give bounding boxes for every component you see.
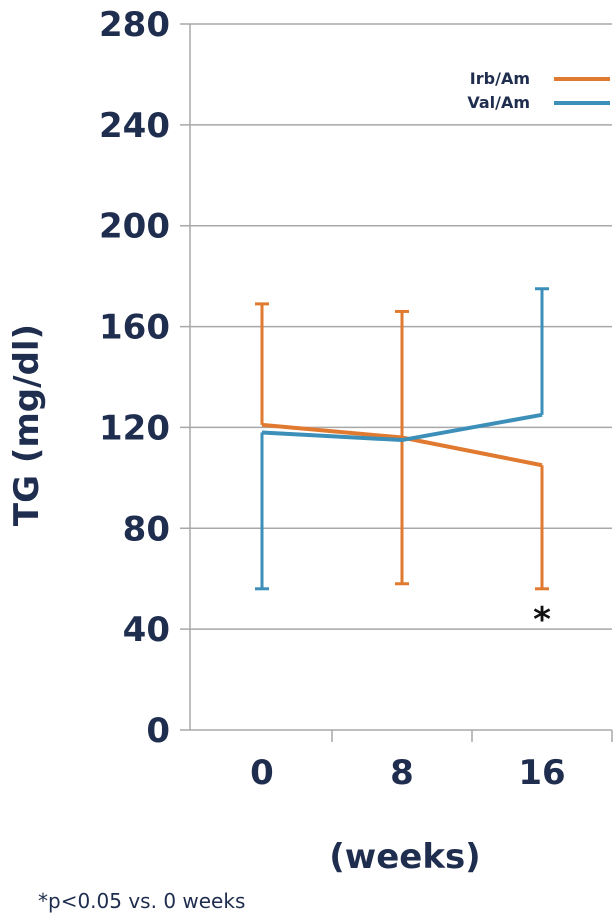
legend: Irb/Am Val/Am — [467, 69, 610, 112]
x-tick-label: 8 — [390, 753, 414, 793]
y-tick-label: 40 — [123, 610, 170, 650]
series-group — [255, 287, 549, 591]
legend-label: Val/Am — [467, 93, 530, 112]
gridlines — [180, 23, 612, 731]
y-tick-label: 0 — [146, 711, 170, 751]
y-tick-label: 200 — [99, 207, 170, 247]
series-line — [261, 422, 543, 468]
y-axis-ticks: 0 40 80 120 160 200 240 280 — [99, 5, 170, 751]
y-tick-label: 280 — [99, 5, 170, 45]
series-irb-am — [255, 302, 549, 591]
y-tick-label: 120 — [99, 408, 170, 448]
series-val-am — [255, 287, 549, 591]
legend-label: Irb/Am — [470, 69, 530, 88]
x-axis-title: (weeks) — [329, 837, 480, 877]
significance-annotation: * — [533, 600, 551, 640]
y-tick-label: 240 — [99, 106, 170, 146]
x-axis-ticks: 0 8 16 — [250, 753, 566, 793]
y-axis-title: TG (mg/dl) — [7, 324, 47, 526]
x-tick-label: 16 — [518, 753, 565, 793]
y-tick-label: 160 — [99, 308, 170, 348]
x-tick-label: 0 — [250, 753, 274, 793]
footnote: *p<0.05 vs. 0 weeks — [38, 889, 245, 913]
series-line — [261, 412, 543, 443]
axes — [189, 24, 613, 742]
y-tick-label: 80 — [123, 509, 170, 549]
